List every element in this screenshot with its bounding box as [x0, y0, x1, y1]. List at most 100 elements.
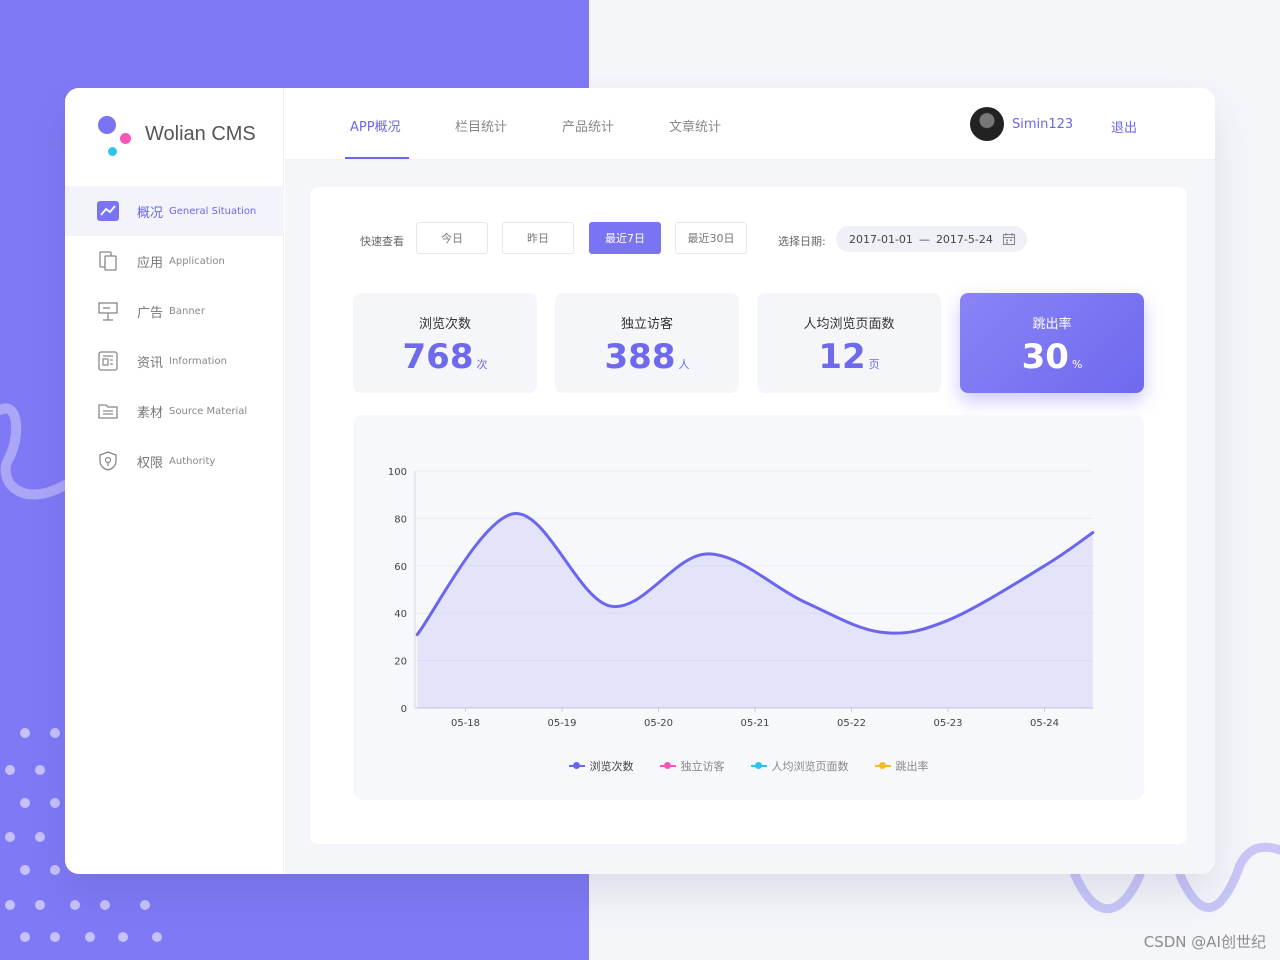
stat-card-page-views[interactable]: 浏览次数 768 次 — [353, 293, 537, 393]
sidebar-item-information[interactable]: 资讯 Information — [65, 336, 284, 386]
decorative-dot — [70, 900, 80, 910]
series-area — [417, 513, 1093, 708]
tab-article-stats[interactable]: 文章统计 — [669, 120, 722, 135]
decorative-dot — [152, 932, 162, 942]
tab-column-stats[interactable]: 栏目统计 — [455, 120, 508, 135]
trend-chart-icon — [97, 200, 119, 222]
sidebar-item-source-material[interactable]: 素材 Source Material — [65, 386, 284, 436]
stat-unit: % — [1071, 358, 1083, 371]
decorative-dot — [100, 900, 110, 910]
legend-marker-icon — [750, 762, 767, 769]
legend-label: 跳出率 — [895, 760, 929, 773]
tab-product-stats[interactable]: 产品统计 — [562, 120, 615, 135]
legend-marker-icon — [659, 762, 676, 769]
date-start: 2017-01-01 — [849, 232, 913, 246]
sidebar-item-label: 应用 — [137, 255, 164, 271]
sidebar-item-label: 广告 — [137, 305, 164, 321]
username[interactable]: Simin123 — [1012, 117, 1074, 132]
x-tick-label: 05-21 — [740, 718, 769, 729]
decorative-dot — [20, 728, 30, 738]
legend-label: 人均浏览页面数 — [771, 760, 849, 773]
watermark: CSDN @AI创世纪 — [1143, 933, 1266, 951]
legend-marker-icon — [874, 762, 891, 769]
filter-last30-button[interactable]: 最近30日 — [675, 222, 747, 254]
billboard-icon — [97, 300, 119, 322]
decorative-dot — [35, 832, 45, 842]
stat-card-bounce-rate[interactable]: 跳出率 30% — [960, 293, 1144, 393]
legend-item[interactable]: 跳出率 — [874, 758, 929, 774]
filter-yesterday-button[interactable]: 昨日 — [502, 222, 574, 254]
stat-value: 30 — [1021, 337, 1069, 377]
logo-dot-icon — [120, 133, 131, 144]
sidebar-item-general-situation[interactable]: 概况 General Situation — [65, 186, 284, 236]
dashboard-panel: 快速查看 今日 昨日 最近7日 最近30日 选择日期: 2017-01-01 —… — [310, 187, 1187, 844]
stat-unit: 次 — [476, 358, 488, 371]
stat-title: 浏览次数 — [418, 317, 471, 332]
x-tick-label: 05-24 — [1030, 718, 1059, 729]
decorative-dot — [5, 832, 15, 842]
decorative-dot — [85, 932, 95, 942]
decorative-dot — [20, 798, 30, 808]
x-tick-label: 05-20 — [644, 718, 673, 729]
stat-title: 跳出率 — [1032, 317, 1072, 332]
stat-unit: 页 — [868, 358, 880, 371]
legend-label: 浏览次数 — [589, 760, 634, 773]
date-range-picker[interactable]: 2017-01-01 — 2017-5-24 — [836, 226, 1027, 252]
copy-icon — [97, 250, 119, 272]
sidebar-item-label: 资讯 — [137, 355, 164, 371]
avatar[interactable] — [970, 107, 1004, 141]
sidebar: Wolian CMS 概况 General Situation 应用 Appli… — [65, 88, 284, 874]
stat-title: 人均浏览页面数 — [803, 317, 895, 332]
stat-card-unique-visitors[interactable]: 独立访客 388 人 — [555, 293, 739, 393]
shield-icon — [97, 450, 119, 472]
logo: Wolian CMS — [95, 114, 295, 164]
quick-view-label: 快速查看 — [360, 235, 404, 248]
y-tick-label: 60 — [394, 562, 407, 573]
stat-value: 768 — [402, 337, 474, 377]
legend-marker-icon — [568, 762, 585, 769]
chart-legend: 浏览次数 独立访客 人均浏览页面数 跳出率 — [353, 758, 1144, 774]
logo-dot-icon — [108, 147, 117, 156]
calendar-icon[interactable] — [1003, 233, 1015, 248]
date-end: 2017-5-24 — [935, 232, 993, 246]
stat-title: 独立访客 — [620, 317, 673, 332]
sidebar-item-application[interactable]: 应用 Application — [65, 236, 284, 286]
stat-card-pages-per-visitor[interactable]: 人均浏览页面数 12 页 — [757, 293, 941, 393]
legend-item[interactable]: 浏览次数 — [568, 758, 634, 774]
folder-icon — [97, 400, 119, 422]
decorative-dot — [118, 932, 128, 942]
sidebar-item-sublabel: Banner — [169, 305, 205, 317]
sidebar-item-authority[interactable]: 权限 Authority — [65, 436, 284, 486]
decorative-dot — [50, 932, 60, 942]
filter-today-button[interactable]: 今日 — [416, 222, 488, 254]
sidebar-item-sublabel: Source Material — [169, 405, 248, 417]
stat-value: 12 — [818, 337, 866, 377]
logout-link[interactable]: 退出 — [1111, 121, 1138, 136]
legend-item[interactable]: 独立访客 — [659, 758, 725, 774]
sidebar-item-banner[interactable]: 广告 Banner — [65, 286, 284, 336]
logo-dot-icon — [98, 116, 116, 134]
sidebar-item-label: 素材 — [137, 405, 164, 421]
x-tick-label: 05-18 — [451, 718, 480, 729]
sidebar-item-sublabel: Authority — [169, 455, 216, 467]
series-line — [415, 512, 1095, 637]
date-separator: — — [918, 232, 930, 246]
sidebar-item-sublabel: General Situation — [169, 205, 257, 217]
legend-label: 独立访客 — [680, 760, 725, 773]
y-tick-label: 100 — [388, 467, 407, 478]
y-tick-label: 0 — [401, 704, 407, 715]
legend-item[interactable]: 人均浏览页面数 — [750, 758, 849, 774]
decorative-dot — [5, 765, 15, 775]
x-tick-label: 05-23 — [933, 718, 962, 729]
decorative-dot — [140, 900, 150, 910]
decorative-dot — [50, 798, 60, 808]
decorative-dot — [50, 865, 60, 875]
area-chart: 0 20 40 60 80 100 05-18 05-19 05-20 05-21 05-22 05-… — [388, 467, 1095, 729]
decorative-dot — [5, 900, 15, 910]
decorative-dots — [0, 720, 200, 960]
filter-last7-button[interactable]: 最近7日 — [589, 222, 661, 254]
tab-app-overview[interactable]: APP概况 — [350, 120, 401, 135]
x-tick-label: 05-22 — [837, 718, 866, 729]
decorative-dot — [20, 932, 30, 942]
sidebar-item-label: 权限 — [137, 455, 164, 471]
